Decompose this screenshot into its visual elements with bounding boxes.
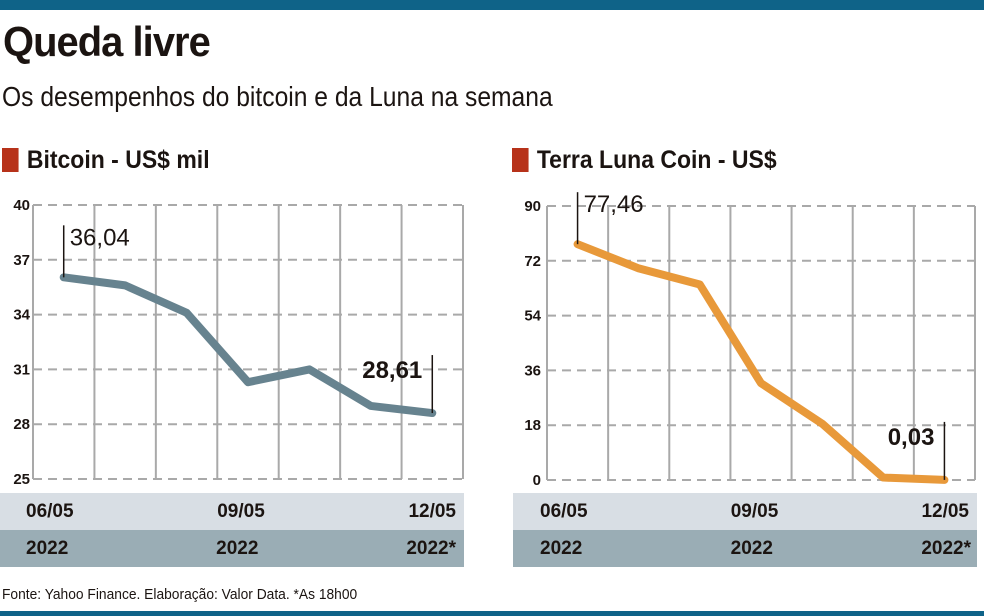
bitcoin-chart: 40 37 34 31 28 25 36,04 28,61 — [13, 197, 464, 488]
x-tick-year: 2022 — [730, 537, 773, 559]
x-tick-year: 2022 — [216, 537, 259, 559]
top-accent-bar — [0, 0, 984, 10]
x-tick-date: 09/05 — [217, 500, 265, 522]
luna-chart-title-text: Terra Luna Coin - US$ — [536, 146, 777, 174]
data-point — [183, 309, 190, 316]
y-tick-label: 90 — [524, 198, 541, 215]
y-tick-label: 72 — [524, 253, 541, 270]
y-tick-label: 31 — [13, 361, 30, 378]
annotation-label: 36,04 — [70, 224, 130, 251]
data-point — [819, 420, 826, 427]
x-tick-year: 2022* — [921, 537, 971, 559]
data-point — [696, 281, 703, 288]
data-point — [758, 380, 764, 387]
y-tick-label: 36 — [524, 362, 541, 379]
page-title: Queda livre — [3, 18, 211, 65]
y-tick-label: 40 — [13, 197, 30, 214]
data-point — [367, 402, 374, 409]
annotation-label: 77,46 — [584, 191, 644, 218]
source-footnote: Fonte: Yahoo Finance. Elaboração: Valor … — [2, 586, 358, 603]
bitcoin-date-band: 06/05 09/05 12/05 — [0, 493, 464, 530]
bitcoin-year-band: 2022 2022 2022* — [0, 530, 464, 567]
data-point — [306, 366, 313, 373]
y-tick-label: 18 — [524, 417, 541, 434]
y-tick-label: 37 — [13, 252, 30, 269]
luna-date-band: 06/05 09/05 12/05 — [513, 493, 977, 530]
x-tick-year: 2022 — [26, 537, 69, 559]
x-tick-year: 2022 — [540, 537, 583, 559]
x-tick-date: 06/05 — [26, 500, 74, 522]
bitcoin-chart-title-text: Bitcoin - US$ mil — [26, 146, 210, 174]
x-tick-date: 12/05 — [921, 500, 969, 522]
y-tick-label: 54 — [524, 308, 541, 325]
luna-chart-title: Terra Luna Coin - US$ — [512, 145, 777, 175]
page-subtitle: Os desempenhos do bitcoin e da Luna na s… — [2, 81, 553, 112]
series-line — [59, 273, 437, 418]
x-tick-date: 06/05 — [540, 500, 588, 522]
x-tick-date: 12/05 — [408, 500, 456, 522]
bitcoin-chart-title: Bitcoin - US$ mil — [2, 145, 210, 175]
y-tick-label: 34 — [13, 307, 30, 324]
title-square-icon — [512, 148, 529, 172]
x-tick-date: 09/05 — [730, 500, 779, 522]
data-point — [245, 379, 251, 386]
data-point — [122, 282, 129, 289]
x-tick-year: 2022* — [406, 537, 456, 559]
luna-year-band: 2022 2022 2022* — [513, 530, 977, 567]
annotation-label: 0,03 — [888, 424, 935, 451]
annotation-label: 28,61 — [362, 357, 422, 384]
title-square-icon — [2, 148, 19, 172]
data-point — [635, 265, 642, 272]
y-tick-label: 0 — [533, 472, 541, 489]
y-tick-label: 28 — [13, 416, 30, 433]
luna-chart: 90 72 54 36 18 0 77,46 0,03 — [524, 191, 976, 489]
bottom-accent-bar — [0, 611, 984, 616]
data-point — [880, 474, 887, 481]
y-tick-label: 25 — [13, 471, 30, 488]
